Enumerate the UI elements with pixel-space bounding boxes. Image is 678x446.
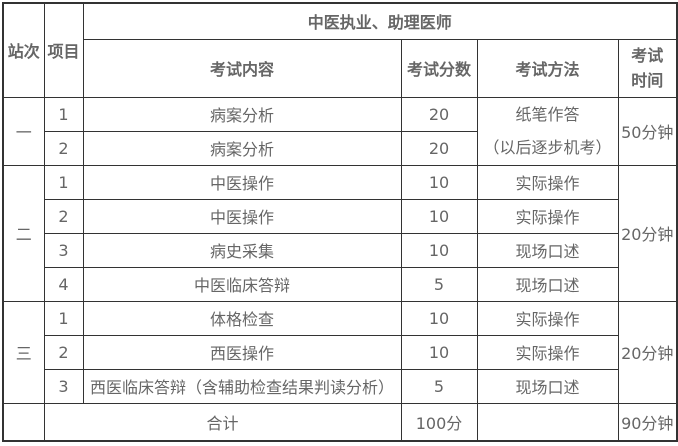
header-station: 站次: [2, 2, 45, 98]
exam-method-cell: 现场口述: [476, 232, 619, 268]
exam-method-cell: 实际操作: [476, 164, 619, 200]
exam-score-cell: 10: [400, 334, 478, 370]
item-number-cell: 1: [43, 96, 84, 132]
total-row: 合计 100分 90分钟: [2, 402, 678, 442]
table-row: 3 西医临床答辩（含辅助检查结果判读分析） 5 现场口述: [3, 368, 677, 404]
exam-method-cell: 实际操作: [476, 334, 619, 370]
exam-score-cell: 20: [400, 96, 478, 132]
item-number-cell: 2: [43, 198, 84, 234]
total-empty-station-cell: [2, 402, 45, 442]
exam-content-cell: 病案分析: [82, 96, 402, 132]
exam-score-cell: 5: [400, 368, 478, 404]
exam-score-cell: 10: [400, 232, 478, 268]
exam-time-cell: 50分钟: [617, 96, 678, 166]
exam-content-cell: 西医操作: [82, 334, 402, 370]
exam-content-cell: 中医操作: [82, 198, 402, 234]
total-score-cell: 100分: [400, 402, 478, 442]
table-row: 2 西医操作 10 实际操作: [3, 334, 677, 370]
item-number-cell: 1: [43, 164, 84, 200]
exam-method-cell: 现场口述: [476, 266, 619, 302]
total-label-cell: 合计: [43, 402, 402, 442]
header-item: 项目: [43, 2, 84, 98]
exam-score-cell: 10: [400, 300, 478, 336]
exam-time-cell: 20分钟: [617, 300, 678, 404]
table-row: 2 中医操作 10 实际操作: [3, 198, 677, 234]
table-row: 二 1 中医操作 10 实际操作 20分钟: [2, 164, 678, 302]
total-time-cell: 90分钟: [617, 402, 678, 442]
item-number-cell: 3: [43, 232, 84, 268]
exam-method-line1: 纸笔作答: [515, 105, 580, 124]
exam-score-cell: 10: [400, 164, 478, 200]
station-label: 二: [2, 164, 45, 302]
table-row: 4 中医临床答辩 5 现场口述: [3, 266, 677, 302]
table-row: 一 1 病案分析 20 纸笔作答 （以后逐步机考） 50分钟: [2, 96, 678, 166]
exam-method-cell: 现场口述: [476, 368, 619, 404]
exam-content-cell: 病案分析: [82, 130, 402, 166]
station-label: 三: [2, 300, 45, 404]
header-content: 考试内容: [82, 38, 402, 98]
exam-score-cell: 10: [400, 198, 478, 234]
table-row: 3 病史采集 10 现场口述: [3, 232, 677, 268]
table-row: 三 1 体格检查 10 实际操作 20分钟: [2, 300, 678, 404]
header-time-line2: 时间: [631, 71, 664, 90]
item-number-cell: 3: [43, 368, 84, 404]
item-number-cell: 2: [43, 130, 84, 166]
total-method-cell: [476, 402, 619, 442]
exam-method-cell: 纸笔作答 （以后逐步机考）: [476, 96, 619, 166]
exam-score-cell: 20: [400, 130, 478, 166]
item-number-cell: 1: [43, 300, 84, 336]
header-time: 考试 时间: [617, 38, 678, 98]
station-label: 一: [2, 96, 45, 166]
exam-method-line2: （以后逐步机考）: [483, 138, 612, 157]
item-number-cell: 2: [43, 334, 84, 370]
exam-method-cell: 实际操作: [476, 300, 619, 336]
exam-content-cell: 西医临床答辩（含辅助检查结果判读分析）: [82, 368, 402, 404]
exam-content-cell: 中医临床答辩: [82, 266, 402, 302]
header-row-1: 站次 项目 中医执业、助理医师: [2, 2, 678, 98]
header-group-title: 中医执业、助理医师: [82, 2, 678, 40]
header-method: 考试方法: [476, 38, 619, 98]
exam-content-cell: 中医操作: [82, 164, 402, 200]
exam-time-cell: 20分钟: [617, 164, 678, 302]
header-score: 考试分数: [400, 38, 478, 98]
header-time-line1: 考试: [631, 46, 664, 65]
exam-method-cell: 实际操作: [476, 198, 619, 234]
exam-score-cell: 5: [400, 266, 478, 302]
exam-content-cell: 病史采集: [82, 232, 402, 268]
item-number-cell: 4: [43, 266, 84, 302]
exam-content-cell: 体格检查: [82, 300, 402, 336]
header-row-2: 考试内容 考试分数 考试方法 考试 时间: [3, 38, 678, 98]
